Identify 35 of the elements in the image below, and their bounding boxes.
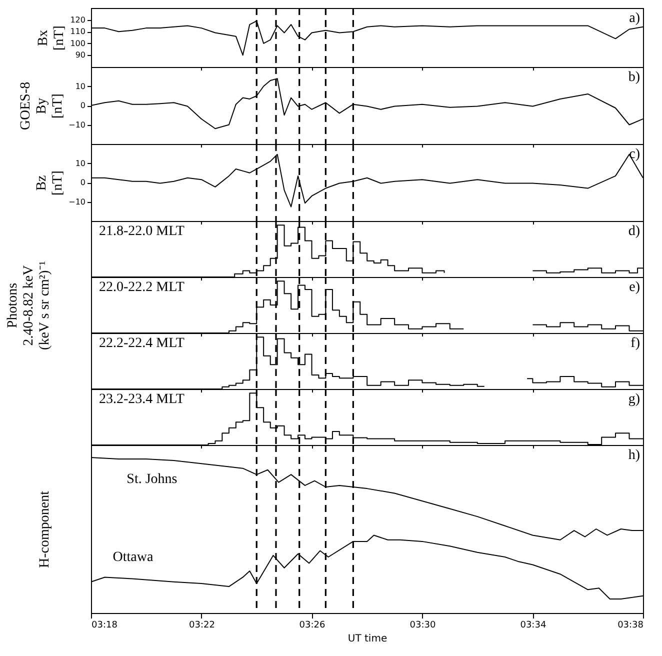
annotation: h) bbox=[628, 448, 640, 463]
y-axis-title: Bz [nT] bbox=[34, 170, 66, 196]
series-label: Ottawa bbox=[112, 550, 154, 566]
y-tick-label: −10 bbox=[68, 120, 86, 130]
y-tick-label: 90 bbox=[75, 50, 86, 60]
annotation: a) bbox=[629, 11, 640, 26]
x-axis-title: UT time bbox=[348, 634, 388, 644]
annotation: 21.8-22.0 MLT bbox=[99, 224, 185, 239]
annotation: f) bbox=[630, 336, 640, 351]
x-tick-label: 03:22 bbox=[188, 620, 215, 630]
annotation: 23.2-23.4 MLT bbox=[99, 392, 185, 407]
y-axis-title: GOES-8 By [nT] bbox=[18, 82, 66, 130]
x-tick-label: 03:34 bbox=[520, 620, 546, 630]
annotation: d) bbox=[628, 224, 640, 239]
y-tick-label: 0 bbox=[80, 101, 86, 110]
x-tick-label: 03:38 bbox=[618, 620, 644, 630]
series-label: St. Johns bbox=[126, 472, 178, 487]
annotation: e) bbox=[629, 280, 640, 295]
y-tick-label: 100 bbox=[70, 38, 86, 48]
y-tick-label: 0 bbox=[80, 178, 86, 187]
annotation: 22.0-22.2 MLT bbox=[99, 280, 185, 295]
y-tick-label: 10 bbox=[75, 82, 86, 91]
y-tick-label: 110 bbox=[70, 27, 86, 36]
x-tick-label: 03:18 bbox=[92, 620, 118, 630]
annotation: g) bbox=[628, 392, 640, 407]
x-tick-label: 03:30 bbox=[410, 620, 436, 630]
y-axis-title: H-component bbox=[38, 490, 52, 568]
annotation: 22.2-22.4 MLT bbox=[99, 336, 185, 351]
x-tick-label: 03:26 bbox=[299, 620, 326, 630]
y-tick-label: 120 bbox=[70, 15, 86, 24]
annotation: b) bbox=[628, 70, 640, 85]
y-tick-label: 10 bbox=[75, 158, 86, 168]
y-tick-label: −10 bbox=[68, 197, 86, 206]
y-axis-title: Photons 2.40-8.82 keV (keV s sr cm²)⁻¹ bbox=[6, 261, 52, 350]
y-axis-title: Bx [nT] bbox=[36, 26, 68, 50]
